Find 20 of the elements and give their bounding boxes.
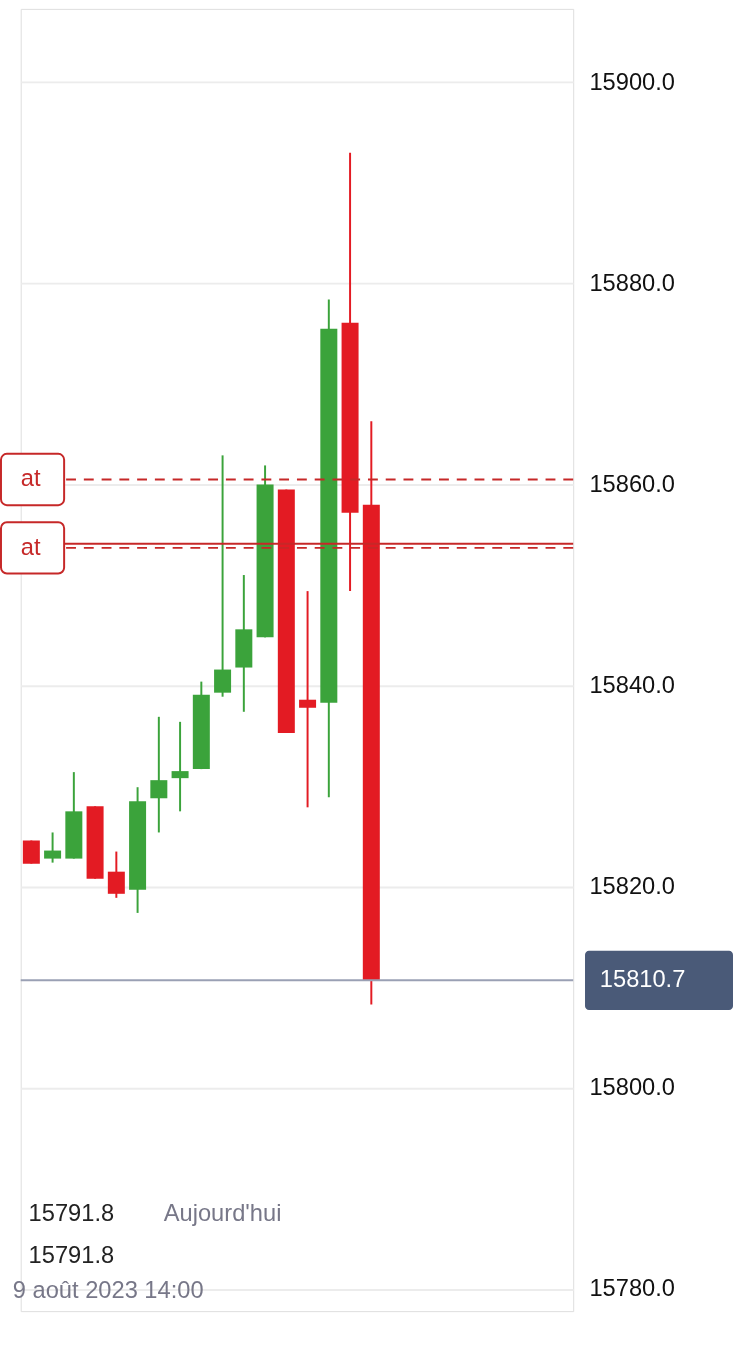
ref-line-label: at (20, 533, 41, 560)
y-tick-label: 15800.0 (589, 1074, 675, 1101)
y-tick-label: 15820.0 (589, 873, 675, 900)
y-tick-label: 15840.0 (589, 672, 675, 699)
annotation: Aujourd'hui (163, 1200, 282, 1227)
candlestick (214, 454, 232, 698)
candlestick (171, 720, 189, 813)
y-tick-label: 15880.0 (589, 269, 675, 296)
annotation: 15791.8 (28, 1241, 115, 1268)
ref-line-label: 15810.7 (599, 966, 686, 993)
y-tick-label: 15780.0 (589, 1275, 675, 1302)
candlestick (44, 831, 62, 864)
annotation: 15791.8 (28, 1200, 115, 1227)
candlestick (299, 590, 317, 809)
y-tick-label: 15900.0 (589, 68, 675, 95)
y-tick-label: 15860.0 (589, 470, 675, 497)
ref-line-label: at (20, 465, 41, 492)
annotation: 9 août 2023 14:00 (12, 1277, 204, 1304)
candlestick (150, 715, 168, 834)
candlestick (107, 850, 125, 899)
